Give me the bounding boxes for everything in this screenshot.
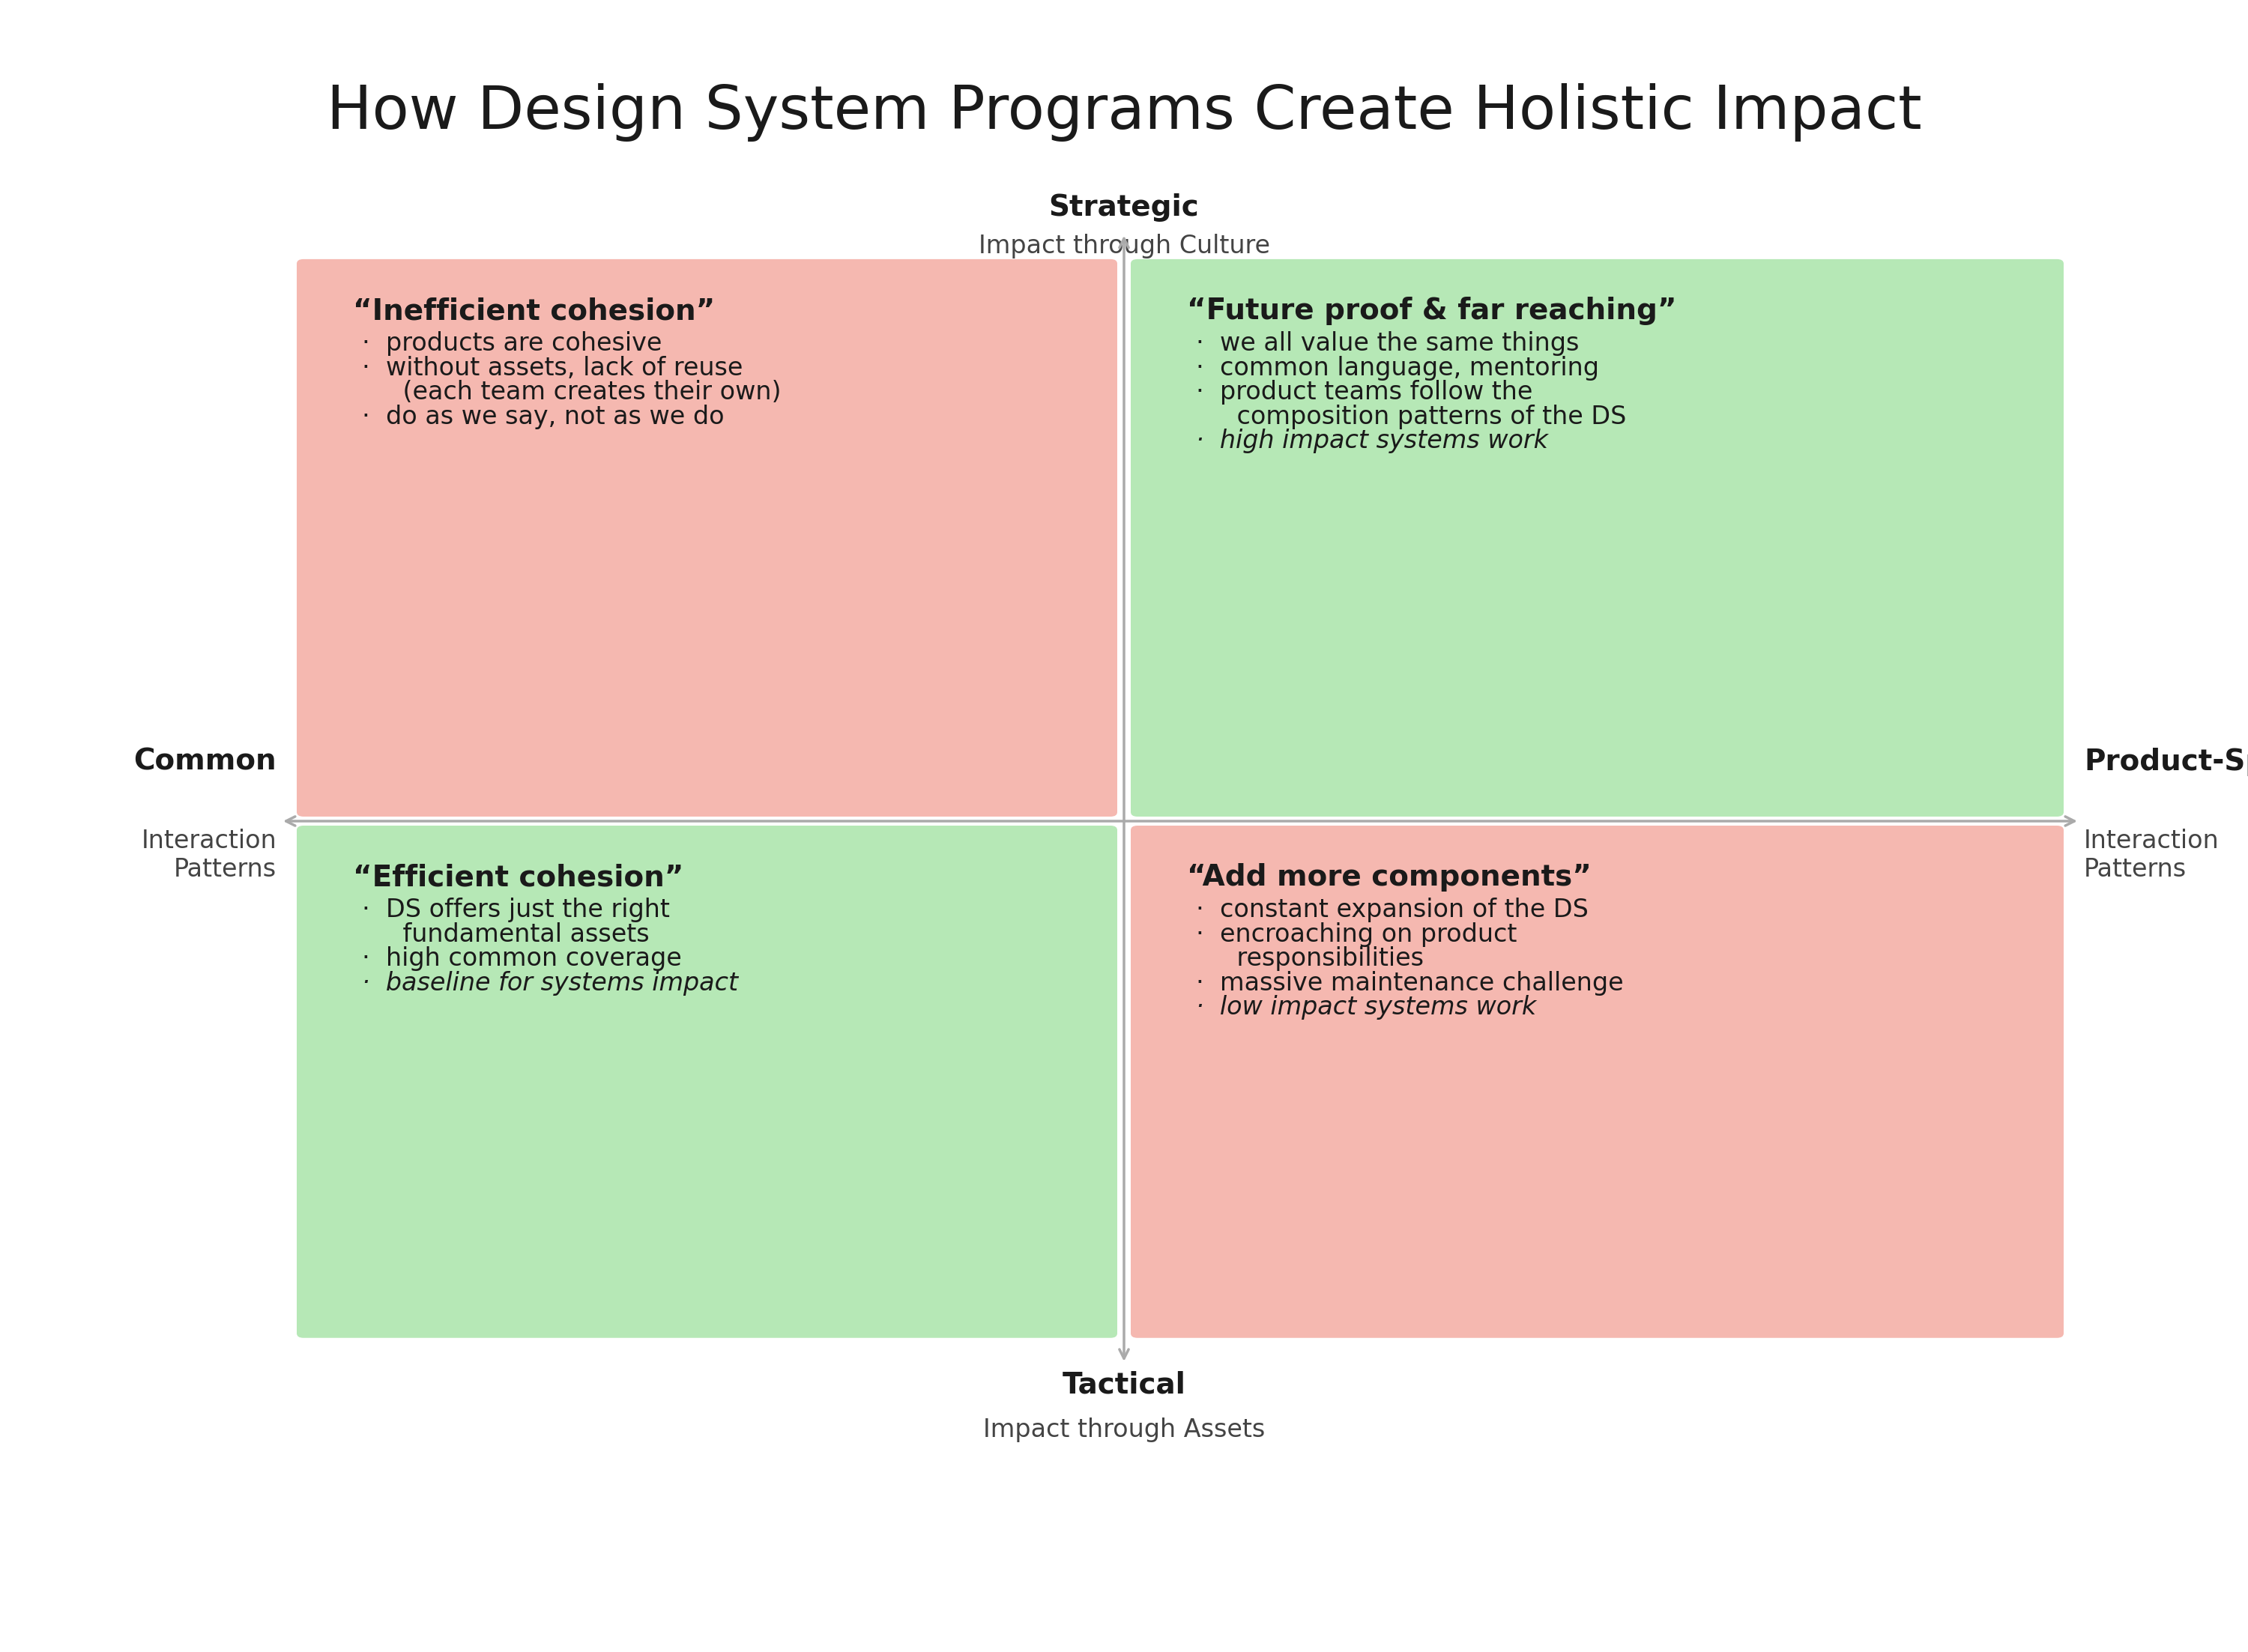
Text: Product-Specific: Product-Specific [2084,747,2248,776]
Text: Common: Common [133,747,277,776]
Text: Interaction
Patterns: Interaction Patterns [2084,829,2219,882]
Text: fundamental assets: fundamental assets [371,922,650,947]
Text: ·  massive maintenance challenge: · massive maintenance challenge [1196,971,1623,996]
Text: composition patterns of the DS: composition patterns of the DS [1205,405,1625,430]
Text: “Inefficient cohesion”: “Inefficient cohesion” [353,297,715,325]
Text: ·  DS offers just the right: · DS offers just the right [362,899,670,922]
Text: How Design System Programs Create Holistic Impact: How Design System Programs Create Holist… [326,83,1922,142]
Text: ·  encroaching on product: · encroaching on product [1196,922,1517,947]
Text: ·  without assets, lack of reuse: · without assets, lack of reuse [362,355,742,380]
Text: “Add more components”: “Add more components” [1187,864,1592,892]
Text: ·  we all value the same things: · we all value the same things [1196,332,1578,357]
Text: Impact through Assets: Impact through Assets [982,1417,1266,1442]
FancyBboxPatch shape [297,826,1117,1338]
Text: Strategic: Strategic [1050,193,1198,221]
Text: “Future proof & far reaching”: “Future proof & far reaching” [1187,297,1677,325]
Text: responsibilities: responsibilities [1205,947,1423,971]
Text: (each team creates their own): (each team creates their own) [371,380,782,405]
Text: bencallahan.com: bencallahan.com [964,1561,1284,1597]
Text: ·  product teams follow the: · product teams follow the [1196,380,1533,405]
Text: ·  low impact systems work: · low impact systems work [1196,995,1535,1019]
Text: Tactical: Tactical [1063,1371,1185,1399]
Text: ·  common language, mentoring: · common language, mentoring [1196,355,1598,380]
FancyBboxPatch shape [297,259,1117,816]
Text: ·  do as we say, not as we do: · do as we say, not as we do [362,405,724,430]
Text: Interaction
Patterns: Interaction Patterns [142,829,277,882]
Text: “Efficient cohesion”: “Efficient cohesion” [353,864,683,892]
FancyBboxPatch shape [1131,259,2064,816]
Text: ·  constant expansion of the DS: · constant expansion of the DS [1196,899,1589,922]
Text: Impact through Culture: Impact through Culture [978,233,1270,258]
Text: ·  products are cohesive: · products are cohesive [362,332,661,357]
Text: ·  high common coverage: · high common coverage [362,947,681,971]
Text: ·  high impact systems work: · high impact systems work [1196,428,1549,453]
FancyBboxPatch shape [1131,826,2064,1338]
Text: ·  baseline for systems impact: · baseline for systems impact [362,971,737,996]
